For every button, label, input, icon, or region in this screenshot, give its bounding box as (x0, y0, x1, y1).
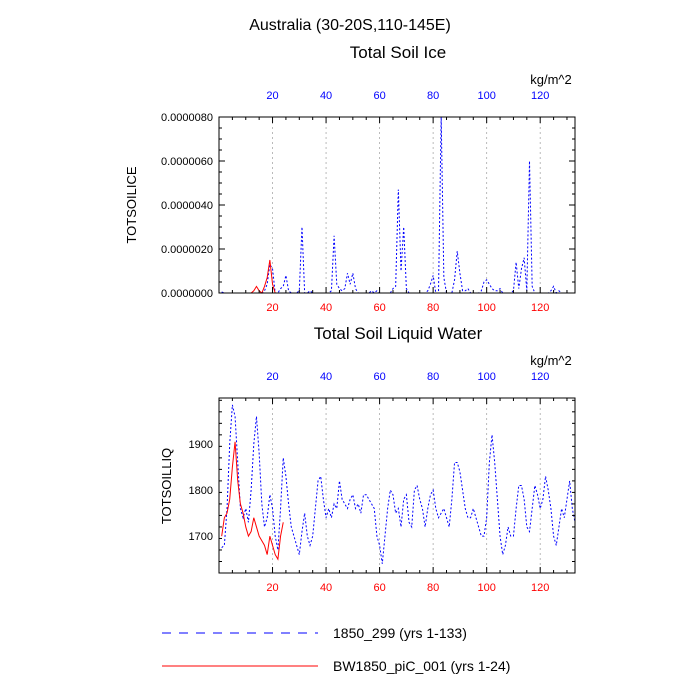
x-tick-label-bottom: 20 (266, 582, 278, 594)
x-tick-label-top: 80 (427, 371, 439, 383)
x-tick-label-bottom: 80 (427, 582, 439, 594)
series-line-1850-299-yrs-1-133- (221, 404, 576, 564)
series-line-bw1850-pic-001-yrs-1-24- (221, 259, 284, 294)
units-label: kg/m^2 (530, 72, 572, 87)
legend-entry-bw1850-pic-001: BW1850_piC_001 (yrs 1-24) (162, 658, 510, 674)
y-tick-label: 0.0000040 (161, 200, 213, 212)
y-tick-label: 0.0000060 (161, 156, 213, 168)
legend-label: 1850_299 (yrs 1-133) (333, 625, 467, 641)
legend-entry-1850-299: 1850_299 (yrs 1-133) (162, 625, 467, 641)
chart-title: Total Soil Liquid Water (314, 324, 483, 343)
y-axis-label: TOTSOILICE (124, 166, 139, 243)
y-tick-label: 1800 (189, 485, 213, 497)
series-line-bw1850-pic-001-yrs-1-24- (221, 441, 284, 561)
y-axis-label: TOTSOILLIQ (159, 448, 174, 524)
x-tick-label-top: 40 (320, 371, 332, 383)
x-tick-label-bottom: 40 (320, 302, 332, 314)
region-title: Australia (30-20S,110-145E) (249, 17, 451, 34)
plot-area: 20 20 40 40 60 60 80 80 100 100 120 120 1700 1800 1900 (189, 371, 576, 594)
y-tick-label: 0.0000080 (161, 112, 213, 124)
y-tick-label: 1900 (189, 439, 213, 451)
x-tick-label-top: 100 (477, 371, 495, 383)
x-tick-label-bottom: 100 (477, 582, 495, 594)
chart-title: Total Soil Ice (350, 43, 446, 62)
y-tick-label: 1700 (189, 531, 213, 543)
x-tick-label-top: 80 (427, 90, 439, 102)
x-tick-label-bottom: 40 (320, 582, 332, 594)
x-tick-label-top: 100 (477, 90, 495, 102)
series-line-1850-299-yrs-1-133- (221, 116, 575, 294)
x-tick-label-top: 60 (373, 371, 385, 383)
x-tick-label-bottom: 20 (266, 302, 278, 314)
x-tick-label-top: 60 (373, 90, 385, 102)
units-label: kg/m^2 (530, 353, 572, 368)
x-tick-label-bottom: 60 (373, 582, 385, 594)
x-tick-label-bottom: 100 (477, 302, 495, 314)
legend-label: BW1850_piC_001 (yrs 1-24) (333, 658, 510, 674)
x-tick-label-top: 120 (531, 371, 549, 383)
y-tick-label: 0.0000020 (161, 244, 213, 256)
x-tick-label-bottom: 60 (373, 302, 385, 314)
x-tick-label-bottom: 120 (531, 582, 549, 594)
x-tick-label-top: 120 (531, 90, 549, 102)
x-tick-label-top: 20 (266, 371, 278, 383)
legend: 1850_299 (yrs 1-133) BW1850_piC_001 (yrs… (162, 625, 510, 674)
x-tick-label-bottom: 80 (427, 302, 439, 314)
x-tick-label-top: 40 (320, 90, 332, 102)
panel-total-soil-liquid-water: Total Soil Liquid Water kg/m^2 TOTSOILLI… (159, 324, 576, 594)
y-tick-label: 0.0000000 (161, 288, 213, 300)
x-tick-label-top: 20 (266, 90, 278, 102)
plot-area: 20 20 40 40 60 60 80 80 100 100 120 120 0.0000000 0.0… (161, 90, 576, 314)
x-tick-label-bottom: 120 (531, 302, 549, 314)
plot-frame (218, 397, 576, 574)
panel-total-soil-ice: Total Soil Ice kg/m^2 TOTSOILICE 20 20 40 4… (124, 43, 576, 314)
